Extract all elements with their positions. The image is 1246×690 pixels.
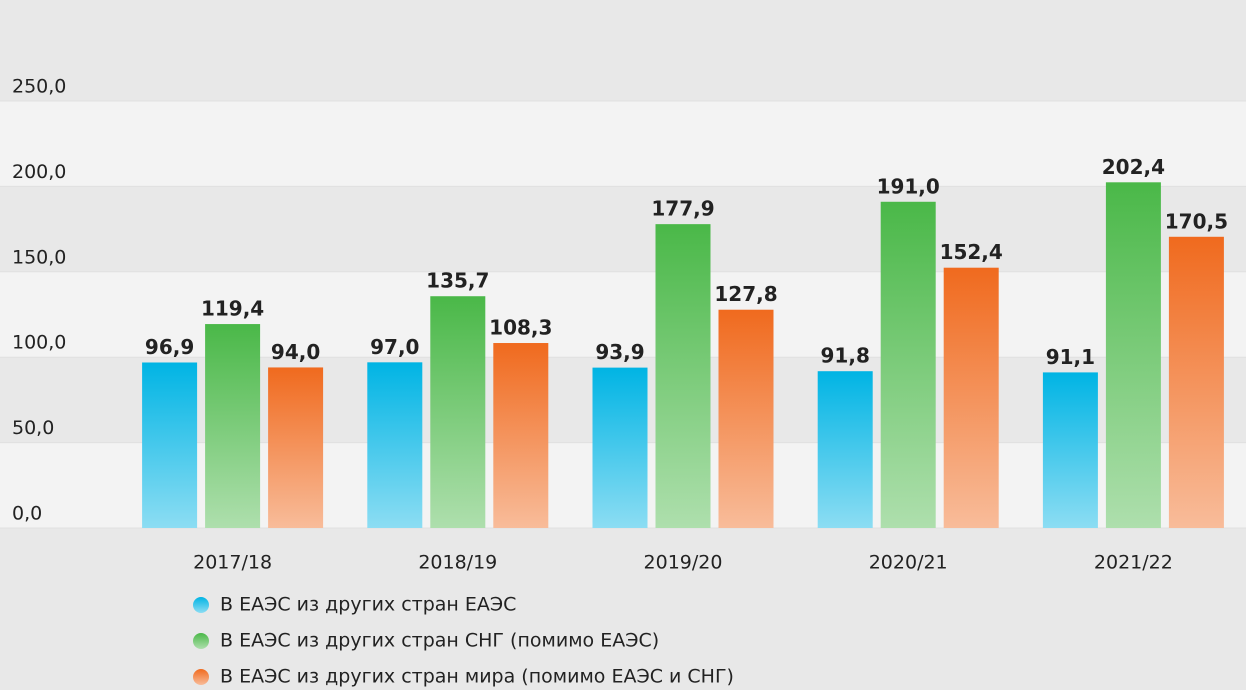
bar [718,309,774,528]
y-tick-label: 100,0 [12,332,66,354]
x-tick-label: 2020/21 [869,552,948,574]
bar [880,201,936,528]
x-tick-label: 2021/22 [1094,552,1173,574]
legend-label: В ЕАЭС из других стран мира (помимо ЕАЭС… [220,666,734,688]
bar [1168,236,1224,528]
bar [592,367,648,528]
bar [205,324,261,528]
legend-marker [193,597,209,613]
value-label: 127,8 [714,282,777,306]
grid-band [0,101,1246,187]
value-label: 191,0 [877,174,940,198]
value-label: 91,8 [821,344,870,368]
bar [943,267,999,528]
value-label: 108,3 [489,316,552,340]
bar [817,371,873,528]
value-label: 94,0 [271,340,320,364]
bar [493,343,549,528]
bar [1105,182,1161,529]
value-label: 96,9 [145,335,194,359]
value-label: 119,4 [201,297,264,321]
y-tick-label: 200,0 [12,161,66,183]
legend-label: В ЕАЭС из других стран СНГ (помимо ЕАЭС) [220,630,659,652]
value-label: 170,5 [1165,209,1228,233]
bar [367,362,423,528]
bar [268,367,324,528]
x-tick-label: 2017/18 [193,552,272,574]
y-tick-label: 150,0 [12,246,66,268]
bar [1042,372,1098,528]
x-tick-label: 2019/20 [644,552,723,574]
value-label: 91,1 [1046,345,1095,369]
y-tick-label: 50,0 [12,417,54,439]
value-label: 202,4 [1102,155,1165,179]
x-tick-label: 2018/19 [418,552,497,574]
y-tick-label: 250,0 [12,76,66,98]
legend-marker [193,633,209,649]
legend-marker [193,669,209,685]
value-label: 152,4 [940,240,1003,264]
bar [142,362,198,528]
value-label: 135,7 [426,269,489,293]
value-label: 93,9 [595,340,644,364]
y-tick-label: 0,0 [12,503,42,525]
bar [655,224,711,529]
legend-label: В ЕАЭС из других стран ЕАЭС [220,594,516,616]
bar [430,296,486,528]
value-label: 177,9 [651,197,714,221]
value-label: 97,0 [370,335,419,359]
